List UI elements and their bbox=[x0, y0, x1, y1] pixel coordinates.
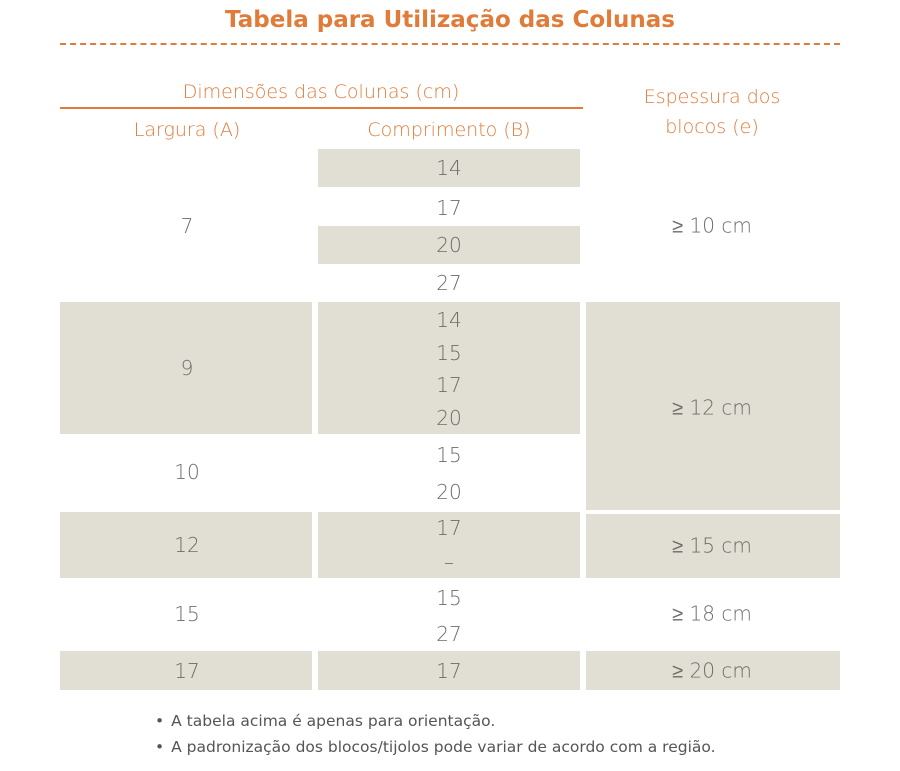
comprimento-cell: 17 bbox=[436, 516, 462, 540]
espessura-cell: ≥ 15 cm bbox=[672, 533, 752, 558]
note: A tabela acima é apenas para orientação. bbox=[155, 712, 495, 730]
comprimento-cell: 14 bbox=[436, 156, 462, 180]
group-header: Dimensões das Colunas (cm) bbox=[182, 81, 460, 103]
comprimento-cell: 15 bbox=[436, 341, 462, 365]
largura-cell: 15 bbox=[174, 602, 200, 626]
note: A padronização dos blocos/tijolos pode v… bbox=[155, 738, 715, 756]
shade bbox=[586, 514, 840, 578]
largura-cell: 7 bbox=[180, 214, 194, 238]
largura-cell: 10 bbox=[174, 460, 200, 484]
comprimento-cell: – bbox=[444, 550, 454, 574]
espessura-cell: ≥ 12 cm bbox=[672, 395, 752, 420]
column-header: Espessura dos blocos (e) bbox=[643, 86, 781, 138]
title: Tabela para Utilização das Colunas bbox=[225, 7, 675, 33]
comprimento-cell: 15 bbox=[436, 443, 462, 467]
comprimento-cell: 17 bbox=[436, 373, 462, 397]
comprimento-cell: 17 bbox=[436, 196, 462, 220]
header-rule bbox=[60, 107, 583, 109]
shade bbox=[318, 226, 580, 264]
largura-cell: 9 bbox=[180, 356, 194, 380]
column-header: Comprimento (B) bbox=[367, 119, 531, 141]
divider bbox=[60, 43, 840, 45]
shade bbox=[318, 302, 580, 434]
espessura-cell: ≥ 10 cm bbox=[672, 213, 752, 238]
shade bbox=[586, 302, 840, 510]
largura-cell: 17 bbox=[174, 659, 200, 683]
shade bbox=[60, 651, 312, 690]
espessura-cell: ≥ 18 cm bbox=[672, 601, 752, 626]
shade bbox=[586, 651, 840, 690]
comprimento-cell: 17 bbox=[436, 659, 462, 683]
shade bbox=[318, 651, 580, 690]
column-header: Largura (A) bbox=[133, 119, 241, 141]
comprimento-cell: 15 bbox=[436, 586, 462, 610]
comprimento-cell: 20 bbox=[436, 480, 462, 504]
comprimento-cell: 27 bbox=[436, 622, 462, 646]
largura-cell: 12 bbox=[174, 533, 200, 557]
comprimento-cell: 20 bbox=[436, 406, 462, 430]
espessura-cell: ≥ 20 cm bbox=[672, 658, 752, 683]
comprimento-cell: 20 bbox=[436, 233, 462, 257]
shade bbox=[318, 149, 580, 187]
comprimento-cell: 27 bbox=[436, 271, 462, 295]
shade bbox=[60, 302, 312, 434]
shade bbox=[60, 512, 312, 578]
shade bbox=[318, 512, 580, 578]
comprimento-cell: 14 bbox=[436, 308, 462, 332]
